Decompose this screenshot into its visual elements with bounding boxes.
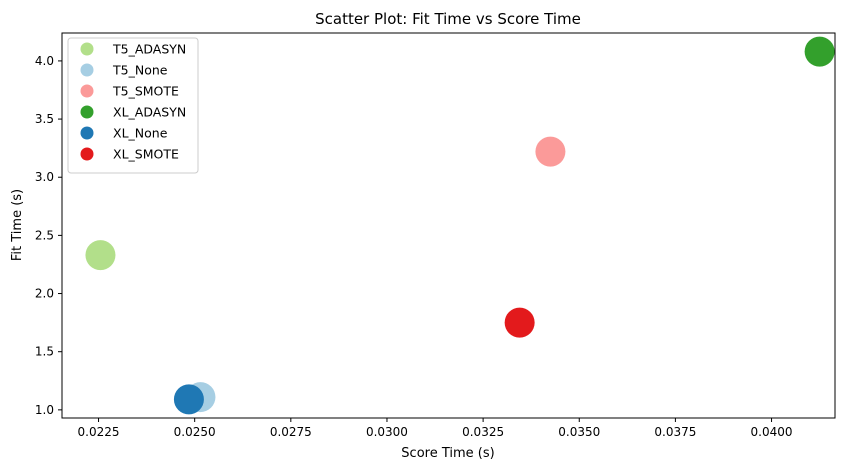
plot-frame [61,32,836,419]
y-axis-label: Fit Time (s) [10,189,25,261]
legend-label: XL_SMOTE [113,147,179,162]
x-tick-label: 0.0400 [751,425,793,439]
legend-marker [80,42,94,56]
legend-label: XL_None [113,126,168,141]
chart-title: Scatter Plot: Fit Time vs Score Time [315,10,581,28]
legend-marker [80,63,94,77]
y-tick-label: 2.0 [35,287,54,301]
legend-marker [80,84,94,98]
x-tick-label: 0.0250 [174,425,216,439]
x-tick-label: 0.0350 [558,425,600,439]
legend-label: T5_SMOTE [112,84,179,99]
x-axis-ticks: 0.0225 0.0250 0.0275 0.0300 0.0325 0.0350 0.03… [78,418,793,439]
y-tick-label: 2.5 [35,228,54,242]
x-tick-label: 0.0275 [270,425,312,439]
x-axis-label: Score Time (s) [401,446,494,461]
y-tick-label: 1.0 [35,403,54,417]
x-tick-label: 0.0225 [78,425,120,439]
legend-marker [80,126,94,140]
data-point [85,240,116,271]
data-point [804,36,835,67]
y-tick-label: 3.5 [35,112,54,126]
points-layer [85,36,835,415]
legend-label: XL_ADASYN [113,105,186,120]
legend-box [67,37,199,174]
legend-marker [80,105,94,119]
x-tick-label: 0.0375 [654,425,696,439]
x-tick-label: 0.0300 [366,425,408,439]
legend-items: T5_ADASYN T5_None T5_SMOTE XL_ADASYN XL_None… [80,42,186,162]
legend: T5_ADASYN T5_None T5_SMOTE XL_ADASYN XL_None… [67,37,199,174]
legend-label: T5_ADASYN [112,42,186,57]
legend-marker [80,147,94,161]
data-point [504,307,535,338]
y-tick-label: 3.0 [35,170,54,184]
legend-label: T5_None [112,63,168,78]
data-point [535,136,566,167]
data-point [173,384,204,415]
y-tick-label: 4.0 [35,54,54,68]
y-tick-label: 1.5 [35,345,54,359]
y-axis-ticks: 1.0 1.5 2.0 2.5 3.0 3.5 4.0 [35,54,62,417]
x-tick-label: 0.0325 [462,425,504,439]
